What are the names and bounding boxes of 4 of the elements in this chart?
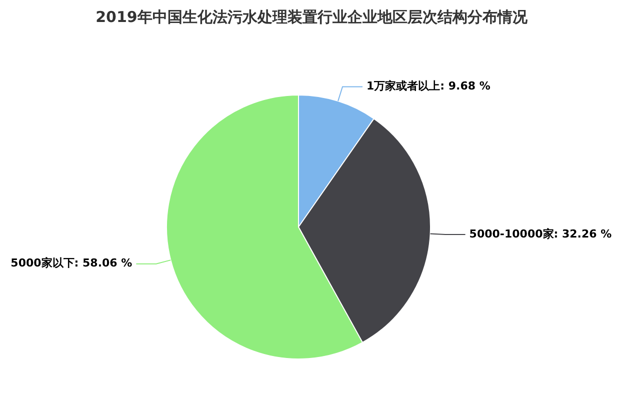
chart-title: 2019年中国生化法污水处理装置行业企业地区层次结构分布情况 <box>94 8 528 27</box>
slice-label: 1万家或者以上: 9.68 % <box>366 80 490 93</box>
slice-label: 5000家以下: 58.06 % <box>10 256 132 270</box>
slice-label: 5000-10000家: 32.26 % <box>469 227 612 240</box>
